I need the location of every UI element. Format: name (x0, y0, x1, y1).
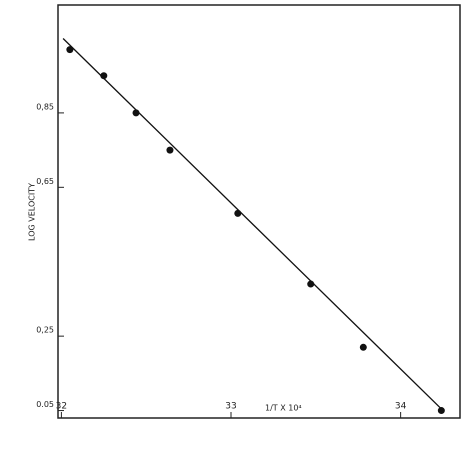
data-point (132, 109, 140, 117)
y-tick-label: 0,85 (36, 102, 54, 111)
x-tick-label: 33 (225, 402, 236, 412)
y-tick-label: 0,25 (36, 326, 54, 335)
x-tick-label: 32 (56, 402, 67, 412)
data-point (307, 280, 315, 288)
y-tick-label: 0.05 (36, 400, 54, 409)
x-axis-label: 1/T X 10⁴ (265, 404, 302, 413)
y-axis-label: LOG VELOCITY (28, 183, 37, 241)
fit-line (62, 38, 444, 412)
x-tick-label: 34 (395, 402, 407, 412)
plot-frame (57, 4, 461, 419)
data-point (100, 72, 108, 80)
data-point (359, 343, 367, 351)
data-point (66, 46, 74, 54)
data-point (437, 407, 445, 415)
data-point (234, 209, 242, 217)
y-tick-label: 0,65 (36, 177, 54, 186)
data-point (166, 146, 174, 154)
